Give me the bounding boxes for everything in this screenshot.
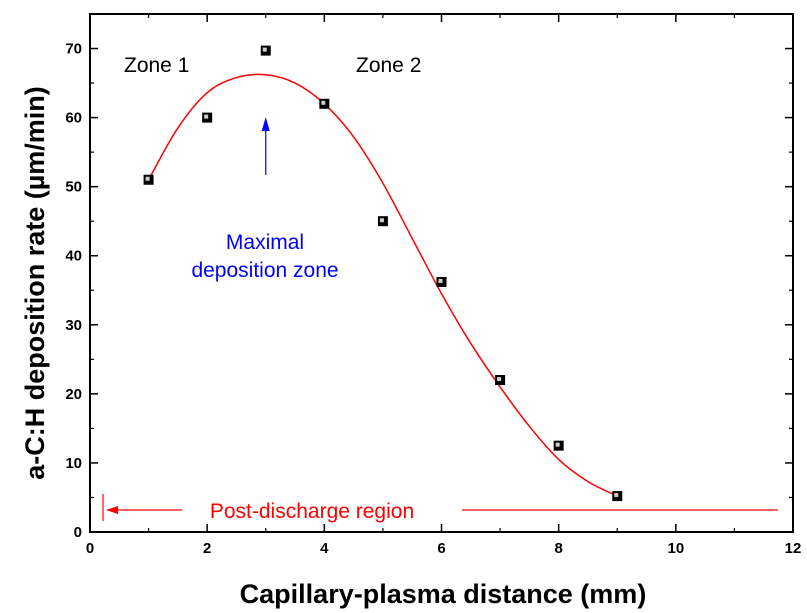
y-tick-label: 20 xyxy=(65,386,82,403)
zone2-label: Zone 2 xyxy=(356,54,421,77)
data-point xyxy=(495,375,506,386)
x-tick-label: 8 xyxy=(554,540,562,557)
data-point-highlight xyxy=(438,278,443,283)
maximal-arrow-head xyxy=(261,117,270,131)
data-point-highlight xyxy=(614,493,619,498)
data-point xyxy=(553,440,564,451)
data-point xyxy=(612,491,623,502)
y-tick-label: 10 xyxy=(65,455,82,472)
x-axis-title: Capillary-plasma distance (mm) xyxy=(240,579,647,609)
data-point-highlight xyxy=(204,114,209,119)
data-point-highlight xyxy=(555,442,560,447)
data-point-highlight xyxy=(262,47,267,52)
zone1-label: Zone 1 xyxy=(124,54,189,77)
data-point xyxy=(202,112,213,123)
maximal-zone-label-line1: Maximal xyxy=(226,231,304,254)
data-point-highlight xyxy=(497,377,502,382)
y-tick-label: 70 xyxy=(65,41,82,58)
data-points xyxy=(143,45,623,502)
x-tick-label: 6 xyxy=(437,540,445,557)
data-point xyxy=(436,276,447,287)
annotations: Zone 1 Zone 2 Maximal deposition zone Po… xyxy=(102,54,778,523)
data-point-highlight xyxy=(145,176,150,181)
x-tick-label: 10 xyxy=(667,540,684,557)
post-discharge-arrow-head xyxy=(106,506,118,514)
data-point-highlight xyxy=(379,218,384,223)
y-tick-label: 30 xyxy=(65,317,82,334)
y-tick-label: 60 xyxy=(65,110,82,127)
post-discharge-arrow-icon xyxy=(102,494,778,521)
y-axis-title: a-C:H deposition rate (µm/min) xyxy=(20,86,50,480)
axes: 0 2 4 6 8 10 12 0 10 20 30 40 50 60 70 xyxy=(65,13,802,557)
y-tick-label: 0 xyxy=(74,524,82,541)
data-point xyxy=(260,45,271,56)
x-tick-label: 12 xyxy=(785,540,802,557)
post-discharge-label: Post-discharge region xyxy=(210,500,414,523)
maximal-zone-label-line2: deposition zone xyxy=(191,259,338,282)
data-point xyxy=(319,98,330,109)
maximal-zone-arrow-icon xyxy=(261,117,270,175)
data-point xyxy=(143,174,154,185)
x-tick-label: 4 xyxy=(320,540,329,557)
data-point-highlight xyxy=(321,100,326,105)
fit-curve xyxy=(147,73,618,497)
x-tick-label: 0 xyxy=(86,540,94,557)
y-tick-label: 50 xyxy=(65,179,82,196)
x-tick-label: 2 xyxy=(203,540,211,557)
data-point xyxy=(377,216,388,227)
fit-curve-line xyxy=(147,73,618,497)
y-tick-label: 40 xyxy=(65,248,82,265)
